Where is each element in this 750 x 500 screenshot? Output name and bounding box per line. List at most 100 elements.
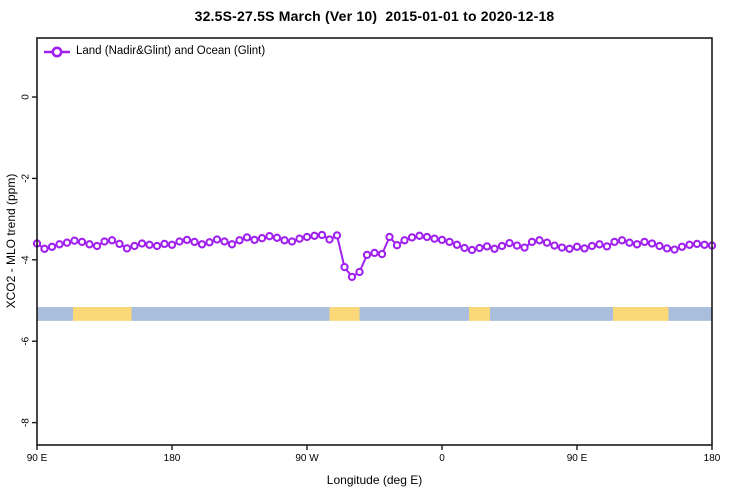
data-point [145,240,154,249]
data-point [520,243,529,252]
data-point [317,230,327,240]
x-tick-label: 180 [164,453,181,464]
data-point [527,237,537,247]
data-point [115,239,124,249]
land-band-segment [613,307,669,321]
data-point [40,244,49,253]
data-point [400,236,409,245]
axes: 90 E 180 90 W 0 90 E 180 0 -2 -4 -6 -8 [21,94,721,464]
data-point [572,242,582,251]
data-point [220,237,229,246]
data-point [250,235,259,245]
data-point [677,242,687,251]
data-point [85,240,94,249]
data-point [340,262,349,272]
data-point [205,238,214,247]
data-point [655,241,664,251]
data-point [445,237,454,247]
data-point [272,233,282,242]
y-tick-label: 0 [21,94,32,100]
data-point [580,244,589,253]
data-point [370,248,379,258]
data-point [662,244,672,253]
data-point [565,244,574,253]
data-point [617,236,627,245]
data-point [422,232,432,242]
data-point [467,245,477,255]
data-point [122,244,132,253]
land-ocean-band [37,307,712,321]
data-point [355,267,364,277]
data-point [602,242,612,251]
data-point [512,241,522,250]
data-point [107,236,117,245]
data-point [167,240,177,249]
legend-key-icon [44,46,70,58]
data-point [437,235,447,245]
data-point [175,237,184,246]
data-point [595,240,604,249]
data-series [32,230,717,282]
data-point [137,239,147,248]
data-point [587,241,597,251]
ocean-band-segment [37,307,73,321]
ocean-band-segment [131,307,330,321]
x-tick-label: 90 E [27,453,48,464]
data-point [280,236,289,245]
data-point [610,237,619,247]
data-point [497,241,507,251]
data-point [407,233,417,242]
data-point [557,243,567,252]
data-point [190,237,199,247]
data-point [77,237,87,247]
land-band-segment [329,307,360,321]
plot-border [36,37,713,446]
data-point [490,244,499,253]
y-tick-label: -2 [21,174,32,183]
y-axis-title: XCO2 - MLO trend (ppm) [4,173,18,309]
land-band-segment [469,307,490,321]
data-point [182,235,192,245]
ocean-band-segment [359,307,469,321]
data-point [535,236,544,245]
data-point [70,236,79,245]
data-point [700,240,709,249]
data-point [640,237,649,247]
ocean-band-segment [668,307,712,321]
data-point [377,249,387,259]
data-point [482,242,492,251]
data-point [197,240,207,249]
data-point [295,234,304,243]
data-point [460,243,469,253]
data-point [242,233,252,242]
x-tick-label: 90 W [295,453,319,464]
data-point [647,239,657,248]
data-point [212,235,222,244]
data-point [685,240,694,249]
data-point [325,235,334,244]
data-point [152,241,162,251]
data-point [430,234,439,243]
chart-title: 32.5S-27.5S March (Ver 10) 2015-01-01 to… [194,8,555,24]
data-point [505,238,514,248]
data-point [227,240,237,249]
data-point [92,241,102,251]
data-point [130,241,139,251]
ocean-band-segment [490,307,613,321]
data-point [55,240,64,249]
data-point [332,231,342,240]
data-point [392,241,402,250]
data-point [100,237,109,246]
data-point [362,250,372,260]
data-point [347,272,357,282]
data-point [47,242,57,251]
data-point [310,231,319,240]
y-tick-label: -6 [21,336,32,345]
data-point [302,232,312,242]
data-point [550,241,559,250]
data-point [287,237,297,246]
data-point [625,238,634,247]
x-axis-title: Longitude (deg E) [326,473,423,487]
y-tick-label: -4 [21,255,32,264]
